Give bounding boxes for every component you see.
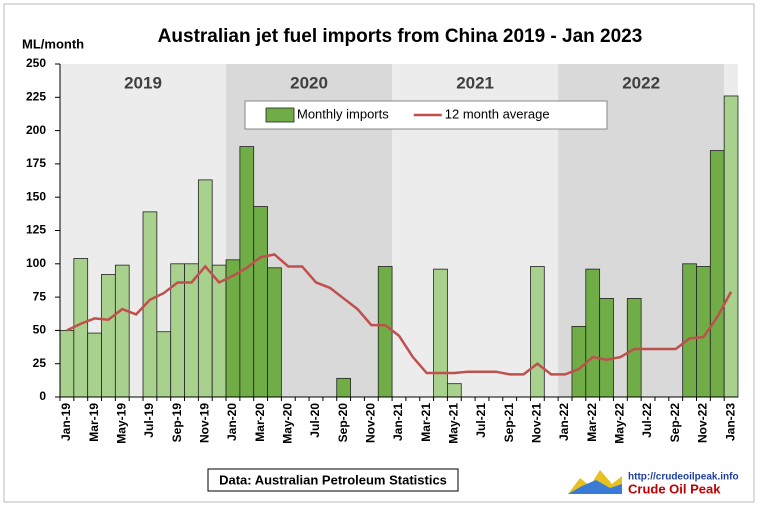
year-label: 2019 bbox=[124, 73, 162, 92]
y-tick-label: 225 bbox=[26, 89, 46, 103]
bar bbox=[599, 298, 614, 398]
chart-title: Australian jet fuel imports from China 2… bbox=[158, 26, 643, 47]
bar bbox=[723, 95, 739, 398]
source: Data: Australian Petroleum Statistics bbox=[219, 472, 447, 487]
x-tick-label: Jul-19 bbox=[142, 403, 156, 438]
bar bbox=[530, 266, 545, 398]
line bbox=[66, 253, 733, 376]
x-tick-label: May-20 bbox=[280, 403, 294, 444]
x-tick-label: Jan-23 bbox=[723, 403, 737, 441]
logo-url: http://crudeoilpeak.info bbox=[628, 472, 739, 483]
legend-label: Monthly imports bbox=[297, 106, 389, 121]
bar bbox=[156, 331, 172, 398]
year-label: 2022 bbox=[622, 73, 660, 92]
bar bbox=[709, 150, 725, 398]
year-label: 2021 bbox=[456, 73, 494, 92]
bar bbox=[87, 332, 102, 398]
x-tick-label: Jul-21 bbox=[474, 403, 488, 438]
legend-swatch bbox=[265, 107, 295, 123]
x-tick-label: Sep-19 bbox=[170, 403, 184, 443]
x-tick-label: Mar-21 bbox=[419, 403, 433, 442]
bar bbox=[433, 268, 448, 398]
x-tick-label: Nov-22 bbox=[696, 403, 710, 443]
y-tick-label: 0 bbox=[39, 389, 46, 403]
y-tick-label: 100 bbox=[26, 256, 46, 270]
legend-label: 12 month average bbox=[445, 106, 550, 121]
year-label: 2020 bbox=[290, 73, 328, 92]
y-tick-label: 125 bbox=[26, 223, 46, 237]
x-tick-label: May-22 bbox=[613, 403, 627, 444]
bar bbox=[114, 264, 130, 398]
y-tick-label: 200 bbox=[26, 123, 46, 137]
bar bbox=[253, 206, 268, 398]
x-tick-label: Sep-20 bbox=[336, 403, 350, 443]
x-tick-label: Mar-22 bbox=[585, 403, 599, 442]
bar bbox=[447, 383, 462, 398]
x-tick-label: May-21 bbox=[447, 403, 461, 444]
y-tick-label: 175 bbox=[26, 156, 46, 170]
y-tick-label: 75 bbox=[33, 289, 47, 303]
logo-name: Crude Oil Peak bbox=[628, 481, 721, 496]
bar bbox=[211, 264, 227, 398]
bar bbox=[197, 179, 213, 398]
x-tick-label: Jan-21 bbox=[391, 403, 405, 441]
x-tick-label: Jan-22 bbox=[557, 403, 571, 441]
y-axis-label: ML/month bbox=[22, 36, 84, 51]
x-tick-label: Jan-20 bbox=[225, 403, 239, 441]
bar bbox=[377, 266, 393, 398]
bar bbox=[585, 268, 601, 398]
logo: http://crudeoilpeak.info Crude Oil Peak bbox=[568, 470, 739, 496]
bar bbox=[626, 298, 642, 398]
y-tick-label: 50 bbox=[33, 323, 47, 337]
bar bbox=[682, 263, 697, 398]
bar bbox=[101, 274, 116, 398]
bar bbox=[73, 258, 89, 398]
x-tick-label: Sep-22 bbox=[668, 403, 682, 443]
x-tick-label: Jan-19 bbox=[59, 403, 73, 441]
logo-graphic bbox=[568, 480, 622, 494]
bar bbox=[267, 267, 282, 398]
bar bbox=[225, 259, 241, 398]
source-box bbox=[207, 468, 459, 492]
x-tick-label: Sep-21 bbox=[502, 403, 516, 443]
x-tick-label: Mar-20 bbox=[253, 403, 267, 442]
x-tick-label: Jul-20 bbox=[308, 403, 322, 438]
bar bbox=[59, 329, 75, 398]
x-tick-label: Jul-22 bbox=[640, 403, 654, 438]
y-tick-label: 25 bbox=[33, 356, 47, 370]
bar bbox=[571, 326, 587, 398]
bar bbox=[336, 377, 351, 398]
x-tick-label: Nov-19 bbox=[197, 403, 211, 443]
y-tick-label: 250 bbox=[26, 56, 46, 70]
x-tick-label: Nov-20 bbox=[363, 403, 377, 443]
x-tick-label: May-19 bbox=[114, 403, 128, 444]
x-tick-label: Nov-21 bbox=[530, 403, 544, 443]
bar bbox=[184, 263, 199, 398]
y-tick-label: 150 bbox=[26, 189, 46, 203]
x-tick-label: Mar-19 bbox=[87, 403, 101, 442]
